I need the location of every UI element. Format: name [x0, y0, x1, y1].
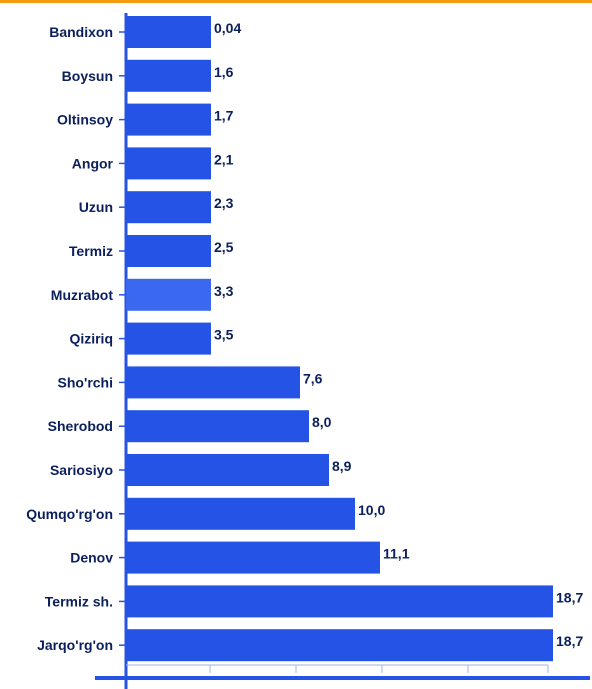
value-label: 3,5 — [214, 327, 234, 343]
category-label: Oltinsoy — [57, 112, 113, 128]
bar-chart: Bandixon 0,04 Boysun 1,6 Oltinsoy 1,7 Angor 2,1… — [26, 13, 590, 689]
category-label: Muzrabot — [51, 287, 114, 303]
bar-13 — [126, 541, 380, 574]
bar-14 — [126, 585, 553, 618]
bar-9 — [126, 366, 300, 399]
value-label: 2,1 — [214, 151, 234, 167]
value-label: 10,0 — [358, 502, 385, 518]
bar-2 — [126, 59, 211, 92]
value-label: 8,0 — [312, 414, 332, 430]
category-label: Boysun — [62, 68, 113, 84]
category-label: Jarqo'rg'on — [37, 637, 113, 653]
category-label: Termiz sh. — [45, 593, 113, 609]
value-label: 11,1 — [383, 546, 410, 562]
bar-8 — [126, 322, 211, 355]
category-label: Termiz — [69, 243, 113, 259]
category-label: Sariosiyo — [50, 462, 113, 478]
bar-12 — [126, 497, 355, 530]
value-label: 18,7 — [556, 589, 583, 605]
value-label: 18,7 — [556, 633, 583, 649]
value-label: 8,9 — [332, 458, 352, 474]
bar-10 — [126, 410, 309, 443]
bar-15 — [126, 629, 553, 662]
category-label: Qumqo'rg'on — [26, 506, 113, 522]
bar-4 — [126, 147, 211, 180]
bar-6 — [126, 235, 211, 267]
bar-3 — [126, 103, 211, 136]
bar-7 — [126, 278, 211, 311]
category-label: Sho'rchi — [58, 374, 113, 390]
value-label: 1,6 — [214, 64, 234, 80]
bar-5 — [126, 191, 211, 224]
value-label: 3,3 — [214, 283, 234, 299]
category-label: Sherobod — [48, 418, 113, 434]
value-label: 0,04 — [214, 20, 241, 36]
category-label: Uzun — [79, 199, 113, 215]
category-label: Angor — [72, 155, 114, 171]
bar-11 — [126, 454, 329, 486]
value-label: 2,5 — [214, 239, 234, 255]
category-label: Bandixon — [49, 24, 113, 40]
bar-1 — [126, 16, 211, 48]
value-label: 7,6 — [303, 370, 323, 386]
category-label: Qiziriq — [69, 331, 113, 347]
value-label: 1,7 — [214, 108, 234, 124]
value-label: 2,3 — [214, 195, 234, 211]
category-label: Denov — [70, 550, 113, 566]
